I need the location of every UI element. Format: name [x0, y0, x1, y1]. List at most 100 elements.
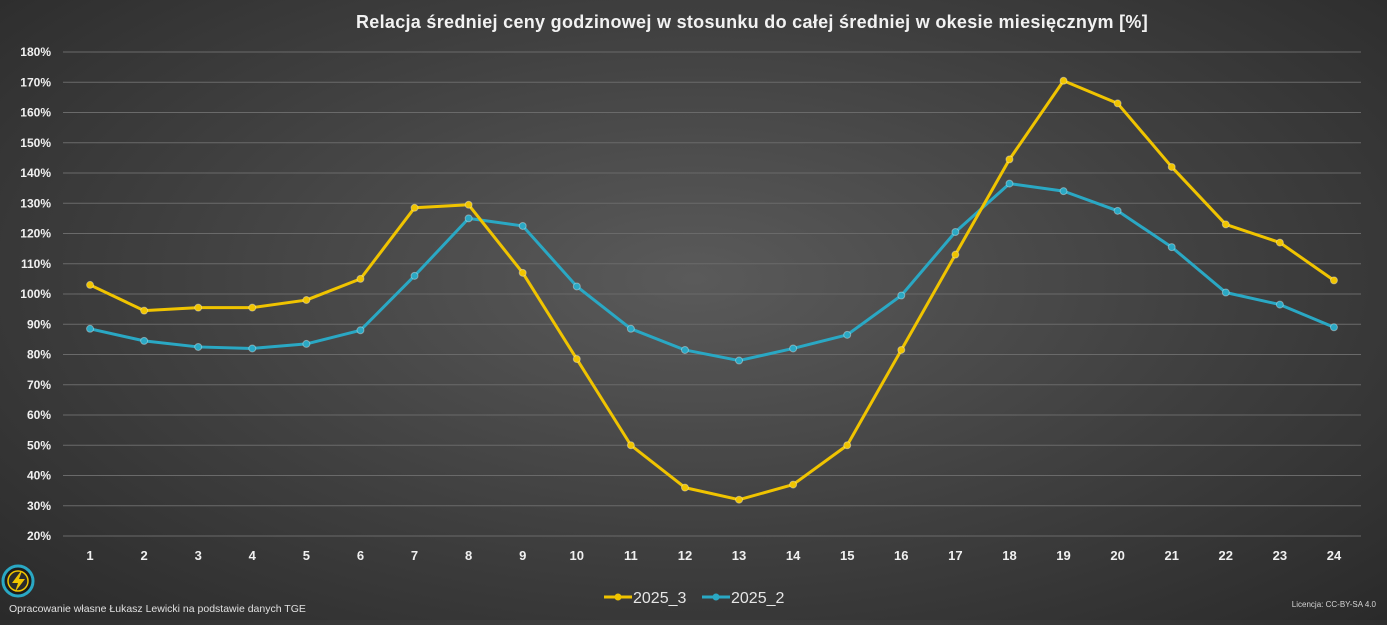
data-point	[626, 441, 635, 450]
data-point	[410, 203, 419, 212]
y-tick-label: 80%	[27, 348, 51, 362]
x-tick-label: 13	[732, 548, 746, 563]
x-tick-label: 14	[786, 548, 801, 563]
y-tick-label: 20%	[27, 529, 51, 543]
x-tick-label: 16	[894, 548, 908, 563]
data-point	[735, 495, 744, 504]
data-point	[1275, 300, 1284, 309]
lightning-bolt-icon	[12, 571, 25, 592]
data-point	[680, 345, 689, 354]
y-tick-label: 130%	[20, 196, 51, 210]
y-axis-ticks: 20% 30% 40% 50% 60% 70% 80% 90% 100% 110% 120% 130%…	[20, 45, 51, 543]
data-point	[1167, 162, 1176, 171]
data-point	[626, 324, 635, 333]
data-point	[464, 214, 473, 223]
y-tick-label: 90%	[27, 317, 51, 331]
data-point	[410, 271, 419, 280]
series-2025_2	[86, 179, 1338, 365]
x-tick-label: 24	[1327, 548, 1342, 563]
y-tick-label: 170%	[20, 75, 51, 89]
data-point	[1113, 206, 1122, 215]
data-point	[194, 342, 203, 351]
x-tick-label: 18	[1002, 548, 1016, 563]
data-point	[897, 345, 906, 354]
data-point	[1059, 76, 1068, 85]
data-point	[680, 483, 689, 492]
x-tick-label: 2	[141, 548, 148, 563]
y-tick-label: 140%	[20, 166, 51, 180]
legend-item-2025_3: 2025_3	[604, 590, 686, 607]
data-point	[194, 303, 203, 312]
data-point	[951, 250, 960, 259]
x-tick-label: 17	[948, 548, 962, 563]
series-line	[89, 79, 1335, 502]
data-point	[572, 355, 581, 364]
y-tick-label: 100%	[20, 287, 51, 301]
x-axis-ticks: 1 2 3 4 5 6 7 8 9 10 11 12 13 14 15 16 17 18 19 20 21 22 23 24	[86, 548, 1342, 563]
x-tick-label: 15	[840, 548, 854, 563]
x-tick-label: 10	[570, 548, 584, 563]
data-point	[356, 274, 365, 283]
data-point	[735, 356, 744, 365]
data-point	[518, 221, 527, 230]
data-point	[86, 324, 95, 333]
legend-swatch-marker	[614, 593, 622, 601]
data-point	[572, 282, 581, 291]
license-text: Licencja: CC-BY-SA 4.0	[1292, 600, 1377, 609]
data-point	[248, 303, 257, 312]
legend-swatch-marker	[712, 593, 720, 601]
x-tick-label: 12	[678, 548, 692, 563]
data-point	[140, 336, 149, 345]
data-point	[951, 227, 960, 236]
y-tick-label: 120%	[20, 227, 51, 241]
y-tick-label: 110%	[21, 257, 51, 271]
legend-label: 2025_3	[633, 590, 686, 607]
y-tick-label: 160%	[20, 106, 51, 120]
x-tick-label: 9	[519, 548, 526, 563]
x-tick-label: 23	[1273, 548, 1287, 563]
series-2025_3	[86, 76, 1338, 504]
y-tick-label: 70%	[27, 378, 51, 392]
data-point	[248, 344, 257, 353]
series-line	[89, 182, 1335, 363]
data-point	[897, 291, 906, 300]
y-tick-label: 180%	[20, 45, 51, 59]
y-tick-label: 50%	[27, 438, 51, 452]
y-tick-label: 60%	[27, 408, 51, 422]
data-point	[356, 326, 365, 335]
legend-label: 2025_2	[731, 590, 784, 607]
x-tick-label: 22	[1219, 548, 1233, 563]
data-point	[843, 441, 852, 450]
data-point	[1329, 276, 1338, 285]
data-point	[1221, 220, 1230, 229]
x-tick-label: 7	[411, 548, 418, 563]
data-point	[1113, 99, 1122, 108]
data-point	[1005, 155, 1014, 164]
x-tick-label: 8	[465, 548, 472, 563]
data-point	[789, 344, 798, 353]
legend: 2025_3 2025_2	[604, 590, 784, 607]
data-point	[1329, 323, 1338, 332]
x-tick-label: 19	[1056, 548, 1070, 563]
credit-text: Opracowanie własne Łukasz Lewicki na pod…	[9, 603, 306, 615]
data-point	[140, 306, 149, 315]
data-point	[1059, 187, 1068, 196]
y-tick-label: 30%	[27, 499, 51, 513]
data-point	[302, 296, 311, 305]
data-point	[843, 330, 852, 339]
x-tick-label: 3	[195, 548, 202, 563]
data-point	[1005, 179, 1014, 188]
data-point	[86, 280, 95, 289]
x-tick-label: 5	[303, 548, 310, 563]
legend-item-2025_2: 2025_2	[702, 590, 784, 607]
x-tick-label: 20	[1110, 548, 1124, 563]
series-lines	[86, 76, 1338, 504]
data-point	[1221, 288, 1230, 297]
y-tick-label: 150%	[20, 136, 51, 150]
data-point	[464, 200, 473, 209]
x-tick-label: 6	[357, 548, 364, 563]
y-tick-label: 40%	[27, 469, 51, 483]
chart-title: Relacja średniej ceny godzinowej w stosu…	[356, 12, 1148, 32]
